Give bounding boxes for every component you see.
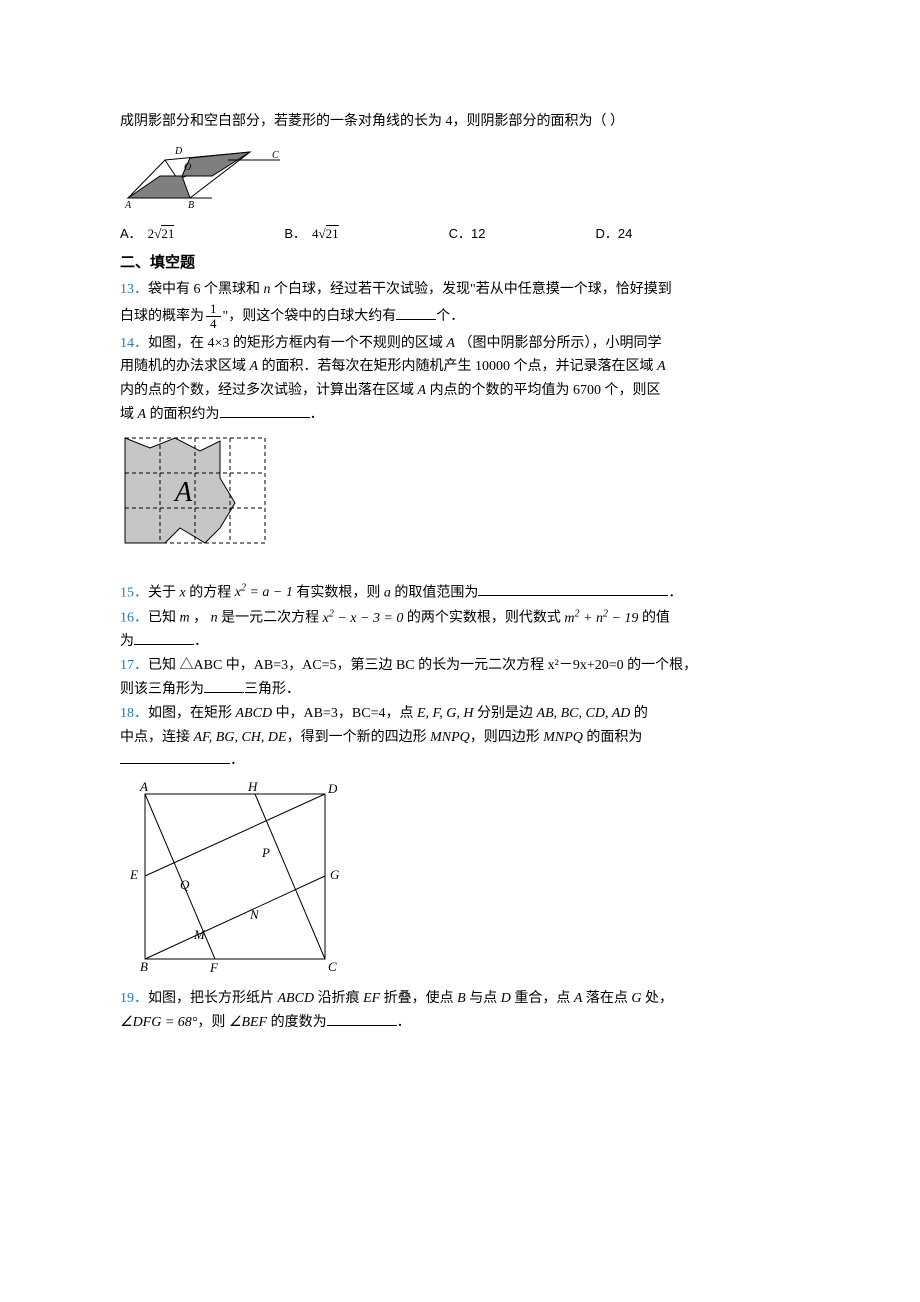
choice-b: B． 4√21 xyxy=(284,223,338,245)
q18-line3: ． xyxy=(120,749,805,773)
svg-text:Q: Q xyxy=(180,877,190,892)
choice-a: A． 2√21 xyxy=(120,223,174,245)
q14-line2: 用随机的办法求区域 A 的面积．若每次在矩形内随机产生 10000 个点，并记录… xyxy=(120,355,805,379)
q15: 15．关于 x 的方程 x2 = a − 1 有实数根，则 a 的取值范围为． xyxy=(120,580,805,605)
q13: 13．袋中有 6 个黑球和 n 个白球，经过若干次试验，发现"若从中任意摸一个球… xyxy=(120,278,805,302)
q14-line3: 内的点的个数，经过多次试验，计算出落在区域 A 内点的个数的平均值为 6700 … xyxy=(120,379,805,403)
svg-text:H: H xyxy=(247,779,258,794)
q12-choices: A． 2√21 B． 4√21 C．12 D．24 xyxy=(120,223,805,245)
choice-c: C．12 xyxy=(449,223,486,245)
q16-num: 16． xyxy=(120,611,148,626)
q18-line2: 中点，连接 AF, BG, CH, DE，得到一个新的四边形 MNPQ，则四边形… xyxy=(120,726,805,750)
svg-text:E: E xyxy=(129,867,138,882)
svg-text:B: B xyxy=(188,200,194,210)
q15-num: 15． xyxy=(120,585,148,600)
q19-line2: ∠DFG = 68°，则 ∠BEF 的度数为． xyxy=(120,1011,805,1035)
svg-text:A: A xyxy=(124,200,132,210)
q14-num: 14． xyxy=(120,336,148,351)
q18-num: 18． xyxy=(120,706,148,721)
q13-num: 13． xyxy=(120,282,148,297)
svg-text:D: D xyxy=(174,146,183,157)
section-2-title: 二、填空题 xyxy=(120,251,805,277)
q16-line1: 16．已知 m ， n 是一元二次方程 x2 − x − 3 = 0 的两个实数… xyxy=(120,605,805,630)
svg-text:N: N xyxy=(249,907,260,922)
svg-text:C: C xyxy=(328,959,337,974)
svg-text:D: D xyxy=(327,781,338,796)
q14-diagram: A xyxy=(120,433,805,572)
svg-text:B: B xyxy=(140,959,148,974)
svg-text:C: C xyxy=(272,150,279,161)
svg-text:M: M xyxy=(193,927,206,942)
q17-line2: 则该三角形为三角形． xyxy=(120,678,805,702)
q12-diagram: A B C D O xyxy=(120,140,805,219)
q14-line4: 域 A 的面积约为． xyxy=(120,403,805,427)
choice-d: D．24 xyxy=(595,223,632,245)
q19-line1: 19．如图，把长方形纸片 ABCD 沿折痕 EF 折叠，使点 B 与点 D 重合… xyxy=(120,987,805,1011)
q19-num: 19． xyxy=(120,991,148,1006)
q12-fragment: 成阴影部分和空白部分，若菱形的一条对角线的长为 4，则阴影部分的面积为（ ） xyxy=(120,110,805,134)
q17-num: 17． xyxy=(120,658,148,673)
svg-text:P: P xyxy=(261,845,270,860)
svg-text:G: G xyxy=(330,867,340,882)
q17-line1: 17．已知 △ABC 中，AB=3，AC=5，第三边 BC 的长为一元二次方程 … xyxy=(120,654,805,678)
page-content: 成阴影部分和空白部分，若菱形的一条对角线的长为 4，则阴影部分的面积为（ ） A… xyxy=(0,0,920,1075)
q18-line1: 18．如图，在矩形 ABCD 中，AB=3，BC=4，点 E, F, G, H … xyxy=(120,702,805,726)
q16-line2: 为． xyxy=(120,630,805,654)
svg-text:A: A xyxy=(139,779,148,794)
q14-line1: 14．如图，在 4×3 的矩形方框内有一个不规则的区域 A （图中阴影部分所示）… xyxy=(120,332,805,356)
q18-diagram: A B C D H F E G M N P Q xyxy=(120,779,805,983)
svg-text:F: F xyxy=(209,960,219,974)
q13-line2: 白球的概率为14"，则这个袋中的白球大约有个． xyxy=(120,302,805,332)
svg-text:O: O xyxy=(184,162,191,173)
svg-text:A: A xyxy=(173,477,193,508)
